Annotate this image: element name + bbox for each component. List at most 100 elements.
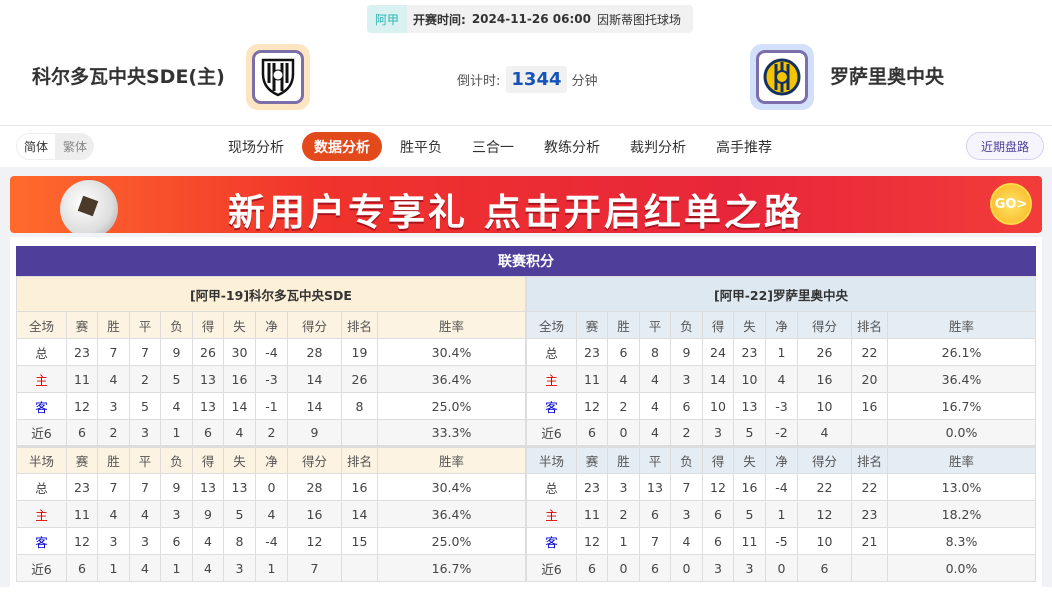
cell: 20	[851, 365, 888, 393]
cell: 11	[733, 527, 766, 555]
row-label: 总	[526, 473, 577, 501]
away-team-logo[interactable]	[750, 44, 814, 110]
cell: 23	[66, 338, 98, 366]
table-row: 总 23 7 7 9 26 30 -4 28 19 30.4%	[16, 338, 526, 366]
cell: 28	[287, 338, 342, 366]
go-button[interactable]: GO>	[990, 183, 1032, 225]
tab-5[interactable]: 裁判分析	[630, 139, 686, 156]
lang-simplified[interactable]: 简体	[16, 133, 57, 160]
cell: 7	[287, 554, 342, 582]
venue: 因斯蒂图托球场	[596, 12, 681, 27]
column-header: 赛	[66, 311, 98, 339]
cell: -4	[765, 473, 798, 501]
column-header: 失	[733, 445, 766, 474]
row-label: 客	[16, 527, 67, 555]
column-header: 负	[160, 445, 193, 474]
cell: 3	[702, 419, 734, 447]
cell: 9	[160, 473, 193, 501]
column-header: 净	[255, 311, 288, 339]
cell: 14	[223, 392, 256, 420]
promo-banner[interactable]: 新用户专享礼 点击开启红单之路 GO>	[10, 176, 1042, 233]
cell: 0	[765, 554, 798, 582]
row-label: 近6	[526, 554, 577, 582]
column-header: 胜率	[377, 445, 526, 474]
cell: 3	[129, 419, 161, 447]
cell: 5	[733, 419, 766, 447]
home-team-name[interactable]: 科尔多瓦中央SDE(主)	[32, 66, 225, 88]
cell: 24	[702, 338, 734, 366]
cell: 26	[797, 338, 852, 366]
cell: 6	[797, 554, 852, 582]
table-row: 主 11 4 4 3 14 10 4 16 20 36.4%	[526, 365, 1036, 393]
table-row: 主 11 4 4 3 9 5 4 16 14 36.4%	[16, 500, 526, 528]
column-header: 排名	[341, 311, 378, 339]
cell: -1	[255, 392, 288, 420]
column-header: 负	[670, 311, 703, 339]
kickoff-label: 开赛时间:	[413, 12, 466, 27]
cell: 21	[851, 527, 888, 555]
cell: 2	[129, 365, 161, 393]
table-row: 主 11 4 2 5 13 16 -3 14 26 36.4%	[16, 365, 526, 393]
cell: 4	[765, 365, 798, 393]
home-team-logo[interactable]	[246, 44, 310, 110]
cell: 26.1%	[887, 338, 1036, 366]
cell: 7	[639, 527, 671, 555]
column-header: 得	[192, 311, 224, 339]
column-header: 赛	[576, 311, 608, 339]
column-header: 平	[639, 445, 671, 474]
tab-3[interactable]: 三合一	[472, 139, 514, 156]
away-team-name[interactable]: 罗萨里奥中央	[830, 66, 945, 88]
tab-1[interactable]: 数据分析	[302, 132, 382, 161]
crest-icon	[763, 58, 801, 96]
cell: 5	[160, 365, 193, 393]
column-header: 平	[129, 311, 161, 339]
cell: 10	[702, 392, 734, 420]
tab-2[interactable]: 胜平负	[400, 139, 442, 156]
cell: 26	[341, 365, 378, 393]
tab-0[interactable]: 现场分析	[228, 139, 284, 156]
cell: 1	[765, 338, 798, 366]
table-row: 近6 6 2 3 1 6 4 2 9 33.3%	[16, 419, 526, 447]
cell: 16	[341, 473, 378, 501]
column-header: 赛	[66, 445, 98, 474]
cell: 23	[733, 338, 766, 366]
cell: 16.7%	[377, 554, 526, 582]
column-header: 胜	[97, 445, 130, 474]
cell: 9	[192, 500, 224, 528]
cell: 3	[223, 554, 256, 582]
cell: 3	[97, 527, 130, 555]
cell: 36.4%	[377, 500, 526, 528]
column-header: 胜	[607, 311, 640, 339]
league-badge[interactable]: 阿甲	[367, 5, 408, 33]
cell: -2	[765, 419, 798, 447]
row-label: 客	[16, 392, 67, 420]
cell: 6	[670, 392, 703, 420]
row-label: 总	[526, 338, 577, 366]
table-row: 总 23 7 7 9 13 13 0 28 16 30.4%	[16, 473, 526, 501]
cell: 1	[255, 554, 288, 582]
tab-6[interactable]: 高手推荐	[716, 139, 772, 156]
row-label: 近6	[16, 419, 67, 447]
cell: 13.0%	[887, 473, 1036, 501]
row-label: 总	[16, 473, 67, 501]
cell: 16	[733, 473, 766, 501]
tab-4[interactable]: 教练分析	[544, 139, 600, 156]
recent-odds-button[interactable]: 近期盘路	[965, 132, 1044, 160]
table-row: 主 11 2 6 3 6 5 1 12 23 18.2%	[526, 500, 1036, 528]
cell: 0.0%	[887, 554, 1036, 582]
team-standing-title: [阿甲-19]科尔多瓦中央SDE	[16, 276, 526, 312]
cell: 1	[160, 554, 193, 582]
column-header: 排名	[851, 445, 888, 474]
cell: 6	[66, 419, 98, 447]
countdown-label: 倒计时:	[457, 74, 501, 89]
cell: 12	[797, 500, 852, 528]
cell: 10	[733, 365, 766, 393]
column-header: 得分	[797, 311, 852, 339]
cell: 11	[576, 500, 608, 528]
cell: 14	[341, 500, 378, 528]
match-header: 阿甲 开赛时间: 2024-11-26 06:00 因斯蒂图托球场 科尔多瓦中央…	[0, 0, 1052, 125]
lang-traditional[interactable]: 繁体	[63, 140, 88, 154]
cell: 6	[192, 419, 224, 447]
cell: 9	[670, 338, 703, 366]
cell: 7	[129, 473, 161, 501]
